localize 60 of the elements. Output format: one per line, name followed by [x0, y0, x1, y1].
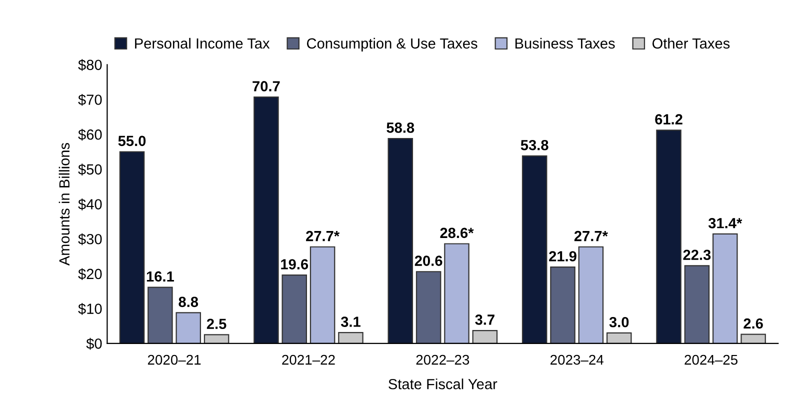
y-tick-label: $50 — [78, 164, 102, 176]
bar — [148, 286, 173, 344]
data-label: 28.6* — [440, 228, 474, 238]
x-tick-label: 2023–24 — [550, 354, 604, 365]
bar — [176, 312, 202, 344]
legend-label: Business Taxes — [515, 38, 615, 49]
data-label: 55.0 — [118, 136, 146, 146]
y-tick-label: $10 — [78, 303, 102, 315]
data-label: 70.7 — [252, 81, 280, 92]
bar — [282, 274, 308, 344]
legend-label: Other Taxes — [652, 38, 730, 49]
data-label: 31.4* — [708, 218, 742, 228]
bar — [416, 271, 442, 344]
bar — [740, 334, 766, 344]
bar — [550, 266, 576, 344]
x-axis-title: State Fiscal Year — [388, 378, 498, 390]
y-tick-label: $60 — [78, 128, 102, 141]
data-label: 16.1 — [146, 271, 174, 282]
data-label: 22.3 — [683, 250, 711, 260]
data-label: 2.6 — [744, 318, 763, 329]
data-label: 21.9 — [549, 251, 576, 262]
bar — [578, 246, 604, 344]
bar — [204, 334, 230, 344]
data-label: 61.2 — [655, 114, 682, 124]
bar — [606, 332, 632, 344]
data-label: 27.7* — [306, 230, 340, 242]
legend-label: Consumption & Use Taxes — [306, 38, 478, 52]
x-tick-label: 2021–22 — [282, 354, 335, 365]
x-tick-label: 2022–23 — [416, 354, 470, 365]
y-tick-label: $40 — [78, 198, 102, 210]
data-label: 3.1 — [340, 316, 360, 327]
data-label: 27.7* — [574, 230, 608, 242]
data-label: 58.8 — [386, 122, 414, 133]
y-tick-label: $70 — [78, 94, 102, 106]
data-label: 19.6 — [281, 259, 308, 270]
y-tick-label: $20 — [78, 268, 102, 280]
data-label: 3.0 — [609, 316, 629, 328]
data-label: 53.8 — [520, 140, 548, 150]
y-tick-label: $80 — [78, 59, 102, 71]
x-tick-label: 2020–21 — [148, 354, 201, 365]
data-label: 20.6 — [414, 256, 442, 266]
bar — [522, 155, 548, 344]
bar — [310, 246, 336, 344]
legend-label: Personal Income Tax — [135, 38, 270, 49]
bar — [684, 265, 710, 344]
bar — [472, 330, 498, 344]
y-tick-label: $0 — [86, 338, 102, 350]
bar — [119, 151, 145, 344]
y-axis-title: Amounts in Billions — [58, 142, 70, 266]
bar — [254, 96, 279, 344]
bar — [388, 138, 414, 344]
y-tick-label: $30 — [78, 233, 102, 246]
data-label: 2.5 — [206, 318, 226, 330]
data-label: 3.7 — [475, 314, 494, 325]
data-label: 8.8 — [178, 296, 198, 308]
bar — [338, 332, 364, 344]
bar — [444, 243, 470, 344]
bar — [656, 130, 682, 344]
bar — [712, 233, 738, 344]
x-tick-label: 2024–25 — [684, 354, 738, 365]
